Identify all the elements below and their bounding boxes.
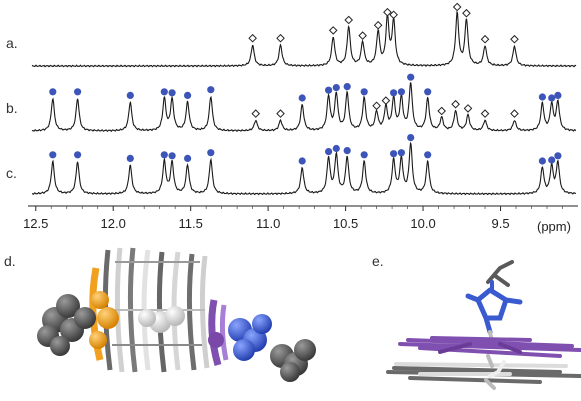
peak-marker-dot xyxy=(74,151,82,159)
peak-marker-dot xyxy=(184,91,192,99)
peak-marker-dot xyxy=(554,91,562,99)
panel-label-e: e. xyxy=(372,253,384,269)
peak-marker-diamond xyxy=(373,20,383,30)
peak-marker-diamond xyxy=(451,99,460,109)
peak-marker-dot xyxy=(207,86,215,94)
peak-marker-dot xyxy=(325,86,333,94)
peak-marker-dot xyxy=(407,134,415,142)
peak-marker-dot xyxy=(360,151,368,159)
peak-marker-dot xyxy=(554,152,562,160)
x-tick-label: 11.5 xyxy=(179,216,203,231)
peak-marker-diamond xyxy=(383,7,392,17)
peak-marker-dot xyxy=(407,73,415,81)
peak-marker-diamond xyxy=(372,101,381,111)
peak-marker-diamond xyxy=(344,15,354,25)
peak-marker-diamond xyxy=(480,109,490,118)
peak-marker-diamond xyxy=(381,96,391,105)
peak-marker-dot xyxy=(538,93,547,101)
peak-marker-dot xyxy=(424,88,432,96)
peak-marker-dot xyxy=(49,88,57,96)
panel-label-d: d. xyxy=(4,253,16,269)
peak-marker-dot xyxy=(184,154,192,162)
x-tick-label: 12.5 xyxy=(23,216,48,231)
trace-label-c: c. xyxy=(6,165,17,181)
peak-marker-diamond xyxy=(276,109,285,118)
peak-marker-dot xyxy=(390,89,398,97)
peak-marker-diamond xyxy=(463,104,473,113)
spectrum-trace-3 xyxy=(32,141,577,196)
x-tick-label: 10.5 xyxy=(333,216,358,231)
peak-marker-diamond xyxy=(462,8,471,18)
peak-marker-diamond xyxy=(328,26,338,35)
peak-marker-dot xyxy=(538,157,547,165)
peak-marker-diamond xyxy=(452,2,462,12)
x-tick-label: 9.5 xyxy=(491,216,509,231)
peak-marker-dot xyxy=(207,149,215,157)
x-axis-label: (ppm) xyxy=(537,219,571,234)
peak-marker-diamond xyxy=(389,10,398,20)
peak-marker-dot xyxy=(424,151,432,159)
peak-marker-dot xyxy=(325,148,333,156)
peak-marker-dot xyxy=(126,154,134,162)
trace-label-b: b. xyxy=(6,100,18,116)
peak-marker-diamond xyxy=(510,34,519,44)
nmr-spectra: a. b. c. 12.5 12.0 11.5 11.0 10.5 10.0 9.5 (pp… xyxy=(6,2,578,234)
space-filling-model xyxy=(37,247,316,382)
peak-marker-dot xyxy=(332,84,340,92)
peak-marker-dot xyxy=(332,144,340,153)
peak-marker-diamond xyxy=(251,109,261,118)
peak-marker-dot xyxy=(343,83,351,91)
peak-marker-diamond xyxy=(437,106,446,116)
peak-marker-dot xyxy=(49,151,57,159)
peak-marker-diamond xyxy=(248,33,257,43)
peak-marker-dot xyxy=(343,147,351,155)
peak-marker-diamond xyxy=(510,109,519,118)
peak-marker-diamond xyxy=(480,34,490,44)
blue-spheres xyxy=(228,314,272,361)
gray-cluster-right xyxy=(270,339,316,382)
trace-label-a: a. xyxy=(6,35,18,51)
peak-marker-dot xyxy=(390,150,398,158)
peak-marker-diamond xyxy=(358,31,367,40)
white-spheres xyxy=(138,306,185,333)
gray-cluster-left xyxy=(37,294,96,356)
stick-model xyxy=(386,260,581,390)
peak-marker-dot xyxy=(126,91,134,99)
peak-marker-dot xyxy=(298,157,306,165)
peak-marker-dot xyxy=(360,88,368,96)
x-tick-label: 10.0 xyxy=(410,216,435,231)
x-tick-label: 11.0 xyxy=(256,216,280,231)
peak-marker-dot xyxy=(160,88,168,96)
peak-marker-diamond xyxy=(276,33,285,43)
peak-marker-dot xyxy=(548,94,556,102)
peak-marker-dot xyxy=(74,88,82,96)
spectrum-trace-2 xyxy=(31,82,577,133)
peak-marker-dot xyxy=(397,149,405,157)
x-tick-label: 12.0 xyxy=(101,216,126,231)
peak-marker-dot xyxy=(397,88,405,96)
peak-marker-dot xyxy=(168,89,176,97)
peak-marker-dot xyxy=(548,156,556,164)
stacked-rings xyxy=(102,247,210,373)
peak-marker-dot xyxy=(298,94,306,102)
purple-ring xyxy=(208,299,229,366)
peak-marker-dot xyxy=(160,151,168,159)
spectrum-trace-1 xyxy=(31,10,577,68)
peak-marker-dot xyxy=(168,152,176,160)
